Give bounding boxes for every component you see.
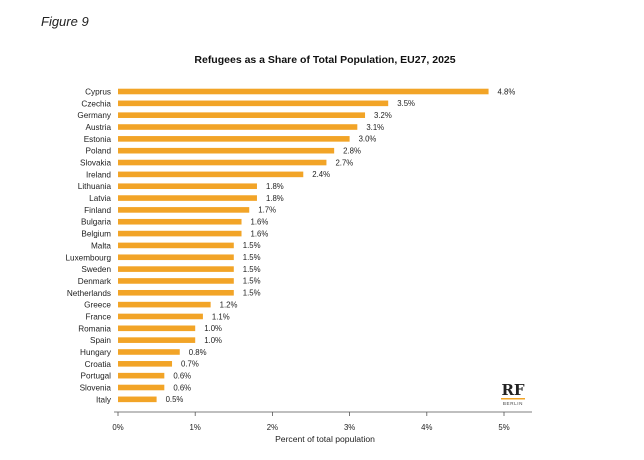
value-label: 1.5% bbox=[243, 253, 261, 262]
category-label: Netherlands bbox=[67, 289, 111, 298]
value-label: 2.8% bbox=[343, 147, 361, 156]
rf-berlin-logo: RF BERLIN bbox=[501, 381, 525, 406]
category-label: France bbox=[86, 312, 112, 321]
bar bbox=[118, 337, 196, 343]
value-label: 4.8% bbox=[498, 87, 516, 96]
value-label: 1.5% bbox=[243, 265, 261, 274]
bars bbox=[118, 88, 489, 403]
category-label: Poland bbox=[86, 147, 112, 156]
value-label: 1.5% bbox=[243, 277, 261, 286]
x-tick-label: 0% bbox=[112, 423, 123, 432]
category-label: Czechia bbox=[81, 99, 111, 108]
bar bbox=[118, 384, 165, 391]
bar bbox=[118, 159, 327, 166]
logo-mark: RF bbox=[501, 381, 524, 399]
bar bbox=[118, 112, 366, 118]
category-label: Lithuania bbox=[78, 182, 112, 191]
x-axis-label: Percent of total population bbox=[275, 434, 375, 444]
bar bbox=[118, 242, 234, 249]
bar bbox=[118, 171, 304, 178]
bar bbox=[118, 396, 157, 403]
value-label: 2.4% bbox=[312, 170, 330, 179]
category-label: Luxembourg bbox=[65, 253, 111, 262]
category-label: Greece bbox=[84, 301, 111, 310]
category-label: Slovenia bbox=[80, 384, 112, 393]
category-labels: Cyprus Czechia Germany Austria Estonia Poland… bbox=[65, 88, 111, 405]
value-label: 0.5% bbox=[166, 395, 184, 404]
x-tick-label: 3% bbox=[344, 423, 355, 432]
category-label: Bulgaria bbox=[81, 218, 111, 227]
value-label: 1.1% bbox=[212, 312, 230, 321]
chart-title: Refugees as a Share of Total Population,… bbox=[194, 54, 455, 66]
value-label: 1.7% bbox=[258, 206, 276, 215]
value-label: 3.2% bbox=[374, 111, 392, 120]
bar bbox=[118, 278, 234, 284]
value-label: 1.8% bbox=[266, 182, 284, 191]
category-label: Sweden bbox=[81, 265, 111, 274]
x-axis-ticks: 0% 1% 2% 3% 4% 5% bbox=[112, 412, 510, 432]
category-label: Spain bbox=[90, 336, 111, 345]
bar bbox=[118, 124, 358, 130]
value-label: 0.8% bbox=[189, 348, 207, 357]
value-label: 2.7% bbox=[335, 158, 353, 167]
x-tick-label: 2% bbox=[267, 423, 278, 432]
value-label: 1.2% bbox=[220, 300, 238, 309]
bar bbox=[118, 136, 350, 142]
category-label: Portugal bbox=[81, 372, 112, 381]
category-label: Belgium bbox=[81, 230, 111, 239]
category-label: Germany bbox=[77, 111, 112, 120]
bar bbox=[118, 207, 250, 213]
category-label: Denmark bbox=[78, 277, 112, 286]
figure-label: Figure 9 bbox=[41, 14, 89, 29]
x-tick-label: 1% bbox=[190, 423, 201, 432]
bar bbox=[118, 349, 180, 355]
bar bbox=[118, 195, 257, 201]
x-tick-label: 5% bbox=[498, 423, 509, 432]
logo-subtitle: BERLIN bbox=[503, 401, 523, 406]
value-label: 0.6% bbox=[173, 383, 191, 392]
logo-accent-line bbox=[501, 398, 525, 400]
bar bbox=[118, 325, 196, 332]
value-labels: 4.8% 3.5% 3.2% 3.1% 3.0% 2.8% 2.7% 2.4% 1.8% 1.8%… bbox=[166, 87, 516, 404]
bar bbox=[118, 289, 234, 296]
value-label: 1.5% bbox=[243, 289, 261, 298]
bar bbox=[118, 254, 234, 261]
category-label: Italy bbox=[96, 395, 112, 404]
category-label: Finland bbox=[84, 206, 111, 215]
value-label: 3.0% bbox=[359, 135, 377, 144]
category-label: Slovakia bbox=[80, 159, 111, 168]
category-label: Austria bbox=[86, 123, 112, 132]
value-label: 1.6% bbox=[251, 218, 269, 227]
bar bbox=[118, 100, 389, 107]
category-label: Ireland bbox=[86, 170, 111, 179]
category-label: Latvia bbox=[89, 194, 111, 203]
value-label: 1.5% bbox=[243, 241, 261, 250]
category-label: Romania bbox=[78, 324, 111, 333]
value-label: 3.1% bbox=[366, 123, 384, 132]
bar bbox=[118, 88, 489, 95]
value-label: 1.0% bbox=[204, 336, 222, 345]
value-label: 1.0% bbox=[204, 324, 222, 333]
bar bbox=[118, 183, 257, 190]
bar bbox=[118, 218, 242, 225]
bar bbox=[118, 147, 335, 154]
value-label: 0.6% bbox=[173, 371, 191, 380]
category-label: Malta bbox=[91, 241, 111, 250]
value-label: 0.7% bbox=[181, 360, 199, 369]
value-label: 3.5% bbox=[397, 99, 415, 108]
bar bbox=[118, 313, 203, 320]
x-tick-label: 4% bbox=[421, 423, 432, 432]
bar bbox=[118, 301, 211, 308]
value-label: 1.6% bbox=[251, 229, 269, 238]
value-label: 1.8% bbox=[266, 194, 284, 203]
bar bbox=[118, 361, 173, 367]
category-label: Estonia bbox=[84, 135, 112, 144]
bar bbox=[118, 266, 234, 272]
bar bbox=[118, 372, 165, 379]
category-label: Cyprus bbox=[85, 88, 111, 97]
category-label: Croatia bbox=[85, 360, 112, 369]
category-label: Hungary bbox=[80, 348, 112, 357]
bar bbox=[118, 230, 242, 237]
